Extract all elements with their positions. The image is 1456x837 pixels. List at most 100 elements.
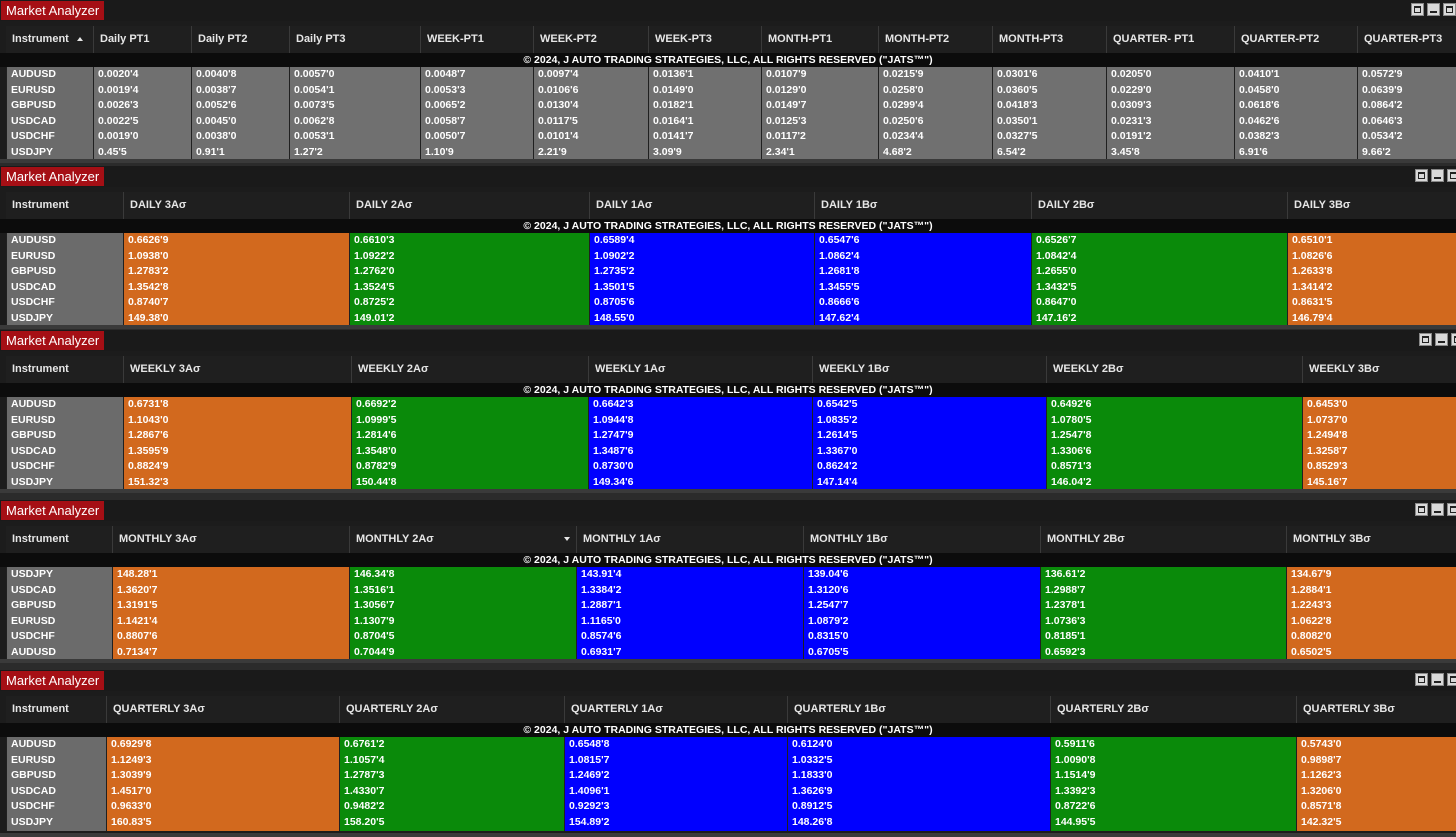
value-cell[interactable]: 0.8704'5 xyxy=(354,630,395,643)
column-header[interactable]: DAILY 3Aσ xyxy=(123,192,349,219)
value-cell[interactable]: 147.14'4 xyxy=(817,475,858,488)
value-cell[interactable]: 0.8730'0 xyxy=(593,460,634,473)
value-cell[interactable]: 0.8647'0 xyxy=(1036,296,1077,309)
value-cell[interactable]: 1.3306'6 xyxy=(1051,444,1092,457)
value-cell[interactable]: 0.0019'0 xyxy=(98,130,139,143)
value-cell[interactable]: 1.2884'1 xyxy=(1291,583,1332,596)
value-cell[interactable]: 0.6592'3 xyxy=(1045,645,1086,658)
value-cell[interactable]: 0.7044'9 xyxy=(354,645,395,658)
restore-icon[interactable] xyxy=(1411,3,1424,16)
restore-icon[interactable] xyxy=(1415,503,1428,516)
value-cell[interactable]: 0.6547'6 xyxy=(819,234,860,246)
value-cell[interactable]: 0.6692'2 xyxy=(356,398,397,410)
value-cell[interactable]: 0.0191'2 xyxy=(1111,130,1152,143)
column-header[interactable]: WEEKLY 1Aσ xyxy=(588,356,812,383)
value-cell[interactable]: 1.3626'9 xyxy=(792,784,833,797)
value-cell[interactable]: 0.8666'6 xyxy=(819,296,860,309)
column-header[interactable]: QUARTERLY 3Aσ xyxy=(106,696,339,723)
value-cell[interactable]: 1.2547'8 xyxy=(1051,429,1092,442)
restore-icon[interactable] xyxy=(1415,169,1428,182)
minimize-icon[interactable] xyxy=(1435,333,1448,346)
value-cell[interactable]: 1.1249'3 xyxy=(111,753,152,766)
column-header[interactable]: Daily PT2 xyxy=(191,26,289,53)
column-header-instrument[interactable]: Instrument xyxy=(6,26,93,53)
value-cell[interactable]: 0.8722'6 xyxy=(1055,800,1096,813)
instrument-cell[interactable]: USDCAD xyxy=(11,444,56,457)
column-header[interactable]: QUARTERLY 1Bσ xyxy=(787,696,1050,723)
value-cell[interactable]: 146.04'2 xyxy=(1051,475,1092,488)
value-cell[interactable]: 0.0040'8 xyxy=(196,68,237,80)
value-cell[interactable]: 1.1057'4 xyxy=(344,753,385,766)
column-header[interactable]: MONTH-PT1 xyxy=(761,26,878,53)
value-cell[interactable]: 0.0052'6 xyxy=(196,99,237,112)
minimize-icon[interactable] xyxy=(1431,503,1444,516)
value-cell[interactable]: 1.0090'8 xyxy=(1055,753,1096,766)
column-header[interactable]: QUARTER-PT3 xyxy=(1357,26,1456,53)
value-cell[interactable]: 0.0299'4 xyxy=(883,99,924,112)
value-cell[interactable]: 160.83'5 xyxy=(111,815,152,828)
value-cell[interactable]: 0.0022'5 xyxy=(98,114,139,127)
instrument-cell[interactable]: AUDUSD xyxy=(11,645,56,658)
value-cell[interactable]: 1.2747'9 xyxy=(593,429,634,442)
value-cell[interactable]: 0.0231'3 xyxy=(1111,114,1152,127)
value-cell[interactable]: 1.3524'5 xyxy=(354,280,395,293)
column-header[interactable]: Daily PT3 xyxy=(289,26,420,53)
instrument-cell[interactable]: USDCAD xyxy=(11,583,56,596)
value-cell[interactable]: 0.6731'8 xyxy=(128,398,169,410)
value-cell[interactable]: 0.0250'6 xyxy=(883,114,924,127)
instrument-cell[interactable]: USDJPY xyxy=(11,145,54,158)
horizontal-scrollbar[interactable] xyxy=(0,659,1456,663)
instrument-cell[interactable]: USDCAD xyxy=(11,280,56,293)
value-cell[interactable]: 0.0117'5 xyxy=(538,114,578,127)
value-cell[interactable]: 1.0780'5 xyxy=(1051,413,1092,426)
instrument-cell[interactable]: EURUSD xyxy=(11,249,56,262)
instrument-cell[interactable]: USDCHF xyxy=(11,130,55,143)
minimize-icon[interactable] xyxy=(1431,169,1444,182)
value-cell[interactable]: 0.0182'1 xyxy=(653,99,694,112)
value-cell[interactable]: 0.9482'2 xyxy=(344,800,385,813)
value-cell[interactable]: 1.3455'5 xyxy=(819,280,860,293)
value-cell[interactable]: 0.0646'3 xyxy=(1362,114,1403,127)
value-cell[interactable]: 1.2655'0 xyxy=(1036,265,1077,278)
horizontal-scrollbar[interactable] xyxy=(0,489,1456,493)
value-cell[interactable]: 0.0058'7 xyxy=(425,114,466,127)
value-cell[interactable]: 1.2633'8 xyxy=(1292,265,1333,278)
column-header-instrument[interactable]: Instrument xyxy=(6,356,123,383)
value-cell[interactable]: 0.0215'9 xyxy=(883,68,924,80)
value-cell[interactable]: 1.3432'5 xyxy=(1036,280,1077,293)
value-cell[interactable]: 0.9898'7 xyxy=(1301,753,1342,766)
column-header-instrument[interactable]: Instrument xyxy=(6,696,106,723)
column-header[interactable]: QUARTERLY 2Bσ xyxy=(1050,696,1296,723)
value-cell[interactable]: 0.0053'3 xyxy=(425,83,466,96)
instrument-cell[interactable]: USDCAD xyxy=(11,114,56,127)
value-cell[interactable]: 0.0360'5 xyxy=(997,83,1038,96)
value-cell[interactable]: 0.6542'5 xyxy=(817,398,858,410)
instrument-cell[interactable]: USDCHF xyxy=(11,296,55,309)
value-cell[interactable]: 1.3039'9 xyxy=(111,769,152,782)
value-cell[interactable]: 1.3120'6 xyxy=(808,583,849,596)
value-cell[interactable]: 1.0862'4 xyxy=(819,249,860,262)
value-cell[interactable]: 0.5743'0 xyxy=(1301,738,1342,750)
value-cell[interactable]: 0.8807'6 xyxy=(117,630,158,643)
value-cell[interactable]: 0.0125'3 xyxy=(766,114,807,127)
value-cell[interactable]: 0.8185'1 xyxy=(1045,630,1086,643)
value-cell[interactable]: 0.0229'0 xyxy=(1111,83,1152,96)
value-cell[interactable]: 1.0879'2 xyxy=(808,614,849,627)
value-cell[interactable]: 0.8631'5 xyxy=(1292,296,1333,309)
value-cell[interactable]: 0.0639'9 xyxy=(1362,83,1403,96)
value-cell[interactable]: 0.0234'4 xyxy=(883,130,924,143)
value-cell[interactable]: 1.2887'1 xyxy=(581,599,622,612)
value-cell[interactable]: 0.8824'9 xyxy=(128,460,169,473)
value-cell[interactable]: 0.0462'6 xyxy=(1239,114,1280,127)
value-cell[interactable]: 0.6929'8 xyxy=(111,738,152,750)
value-cell[interactable]: 146.79'4 xyxy=(1292,311,1333,324)
value-cell[interactable]: 143.91'4 xyxy=(581,568,622,580)
instrument-cell[interactable]: AUDUSD xyxy=(11,398,56,410)
value-cell[interactable]: 1.3392'3 xyxy=(1055,784,1096,797)
value-cell[interactable]: 1.2378'1 xyxy=(1045,599,1086,612)
value-cell[interactable]: 1.0842'4 xyxy=(1036,249,1077,262)
value-cell[interactable]: 0.0864'2 xyxy=(1362,99,1403,112)
value-cell[interactable]: 1.2681'8 xyxy=(819,265,860,278)
value-cell[interactable]: 1.0736'3 xyxy=(1045,614,1086,627)
value-cell[interactable]: 1.0622'8 xyxy=(1291,614,1332,627)
